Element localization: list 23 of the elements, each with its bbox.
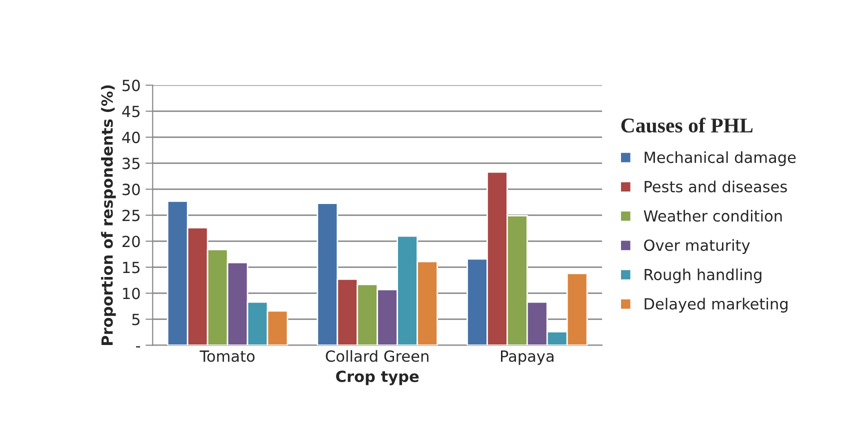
legend-label: Rough handling — [644, 268, 762, 284]
legend-label: Delayed marketing — [644, 298, 788, 313]
x-tick-label: Papaya — [500, 350, 554, 365]
x-tick-label: Collard Green — [326, 350, 428, 362]
y-tick-label: 35 — [122, 158, 140, 170]
y-tick-label: 25 — [122, 210, 140, 222]
legend-label: Weather condition — [644, 210, 782, 222]
legend-label: Mechanical damage — [644, 151, 796, 166]
y-tick-label: 40 — [122, 132, 140, 144]
legend-title: Causes of PHL — [621, 118, 753, 133]
y-tick-label: 45 — [122, 106, 140, 118]
x-axis-title: Crop type — [336, 370, 419, 386]
x-tick-label: Tomato — [200, 350, 255, 362]
y-tick-label: 20 — [122, 236, 140, 248]
y-tick-label: 5 — [132, 314, 140, 326]
y-tick-label: - — [136, 346, 140, 348]
legend-label: Pests and diseases — [644, 180, 787, 192]
y-tick-label: 50 — [122, 80, 140, 92]
y-tick-label: 15 — [123, 262, 140, 274]
legend-label: Over maturity — [644, 239, 750, 254]
y-tick-label: 30 — [122, 184, 140, 196]
y-tick-label: 10 — [123, 288, 140, 300]
y-axis-title: Proportion of respondents (%) — [101, 85, 116, 345]
